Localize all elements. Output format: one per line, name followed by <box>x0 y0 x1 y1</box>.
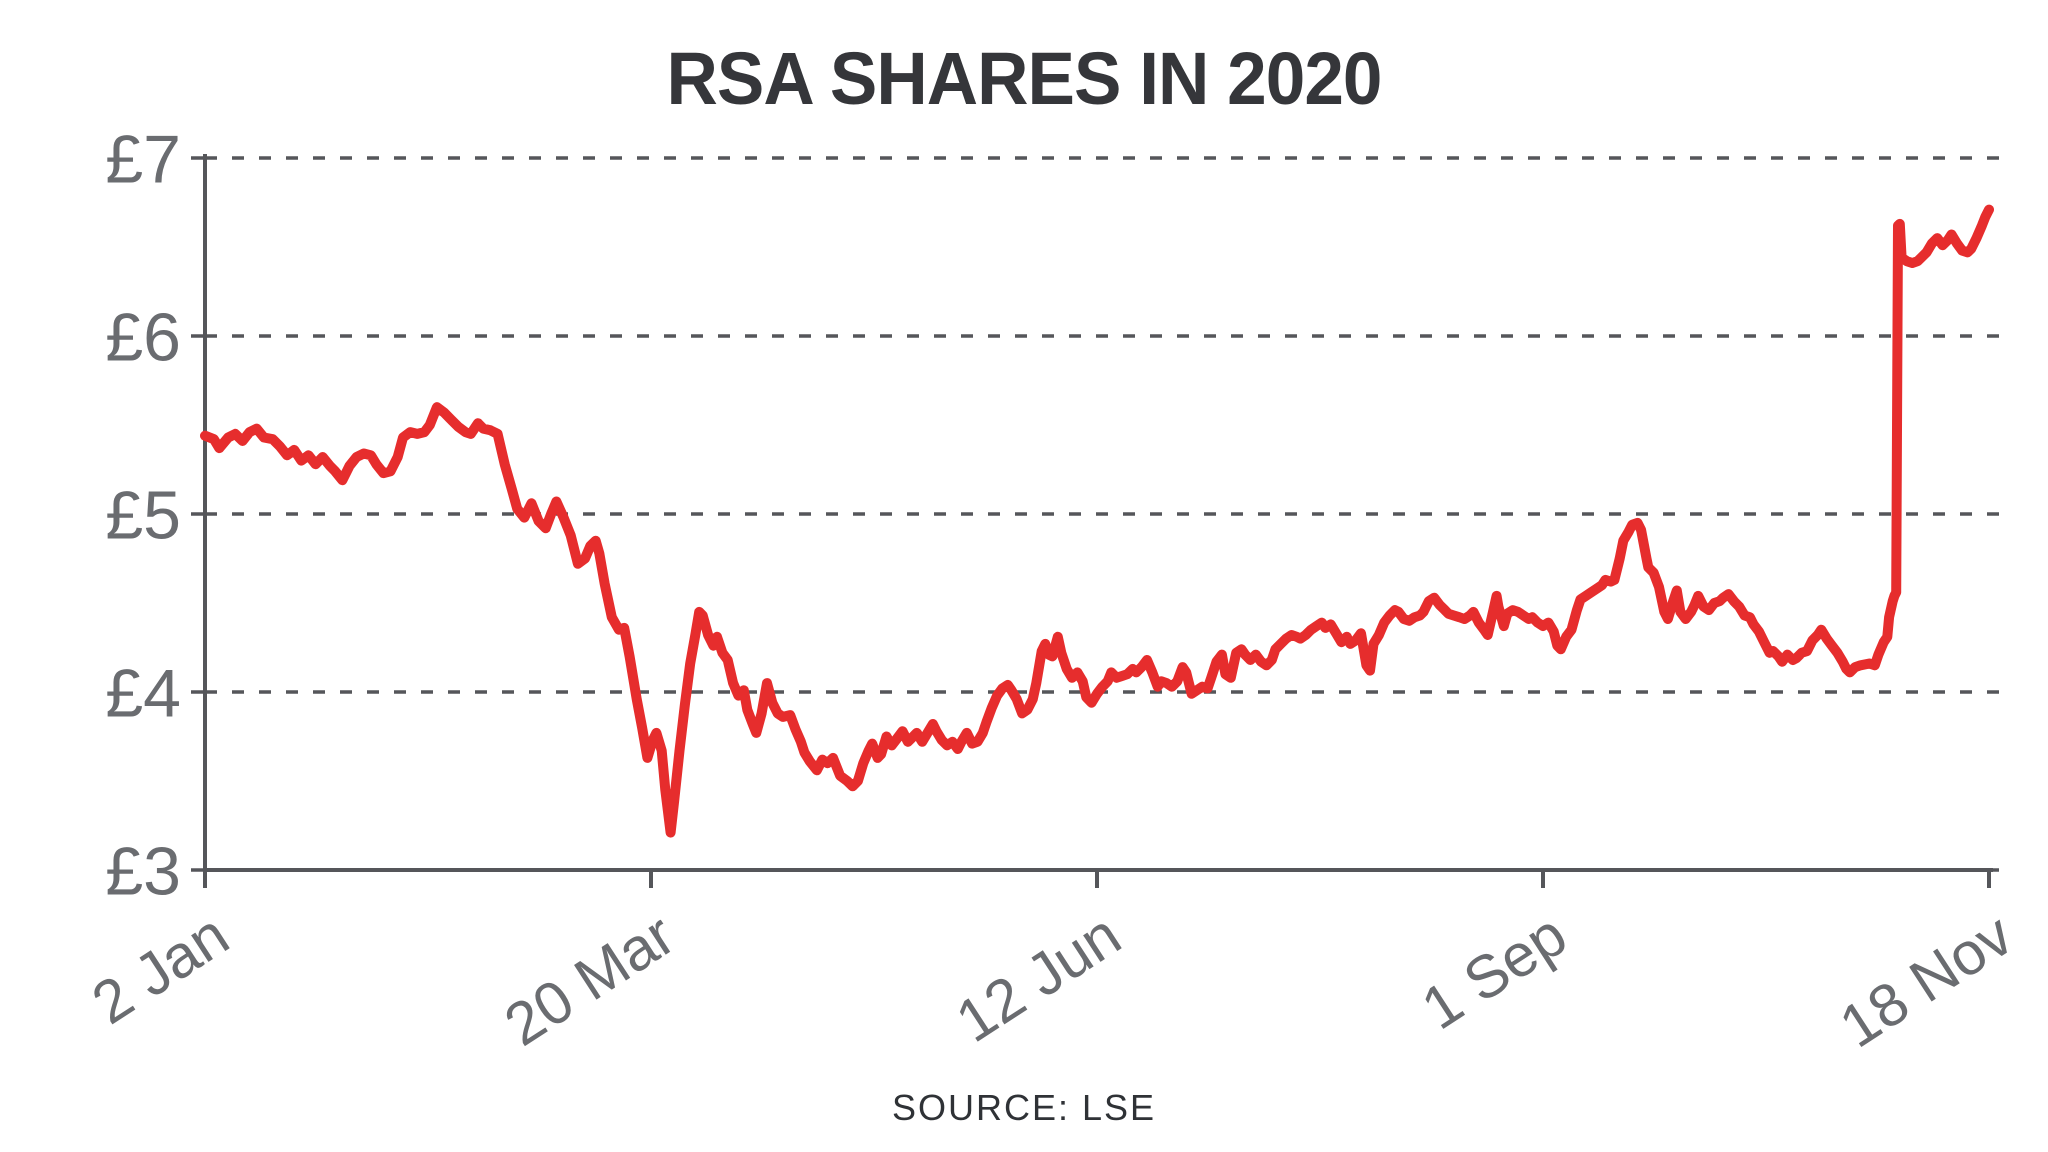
source-note: SOURCE: LSE <box>892 1087 1156 1128</box>
x-tick-label-1-Sep: 1 Sep <box>1410 901 1578 1043</box>
y-tick-label-£5: £5 <box>105 477 181 553</box>
gridline-layer <box>205 156 2009 872</box>
x-tick-label-12-Jun: 12 Jun <box>944 901 1132 1055</box>
x-tick-label-layer: 2 Jan 20 Mar 12 Jun 1 Sep 18 Nov <box>80 901 2024 1061</box>
y-tick-label-layer: £7 £6 £5 £4 £3 <box>105 121 181 909</box>
axis-layer <box>191 154 1993 888</box>
x-tick-label-2-Jan: 2 Jan <box>80 901 240 1037</box>
y-tick-label-£7: £7 <box>105 121 181 197</box>
y-tick-label-£6: £6 <box>105 299 181 375</box>
x-tick-label-18-Nov: 18 Nov <box>1828 901 2024 1061</box>
y-tick-label-£4: £4 <box>105 655 181 731</box>
x-tick-label-20-Mar: 20 Mar <box>493 901 686 1059</box>
y-tick-label-£3: £3 <box>105 833 181 909</box>
chart-title: RSA SHARES IN 2020 <box>667 37 1382 120</box>
price-line <box>200 204 1994 838</box>
